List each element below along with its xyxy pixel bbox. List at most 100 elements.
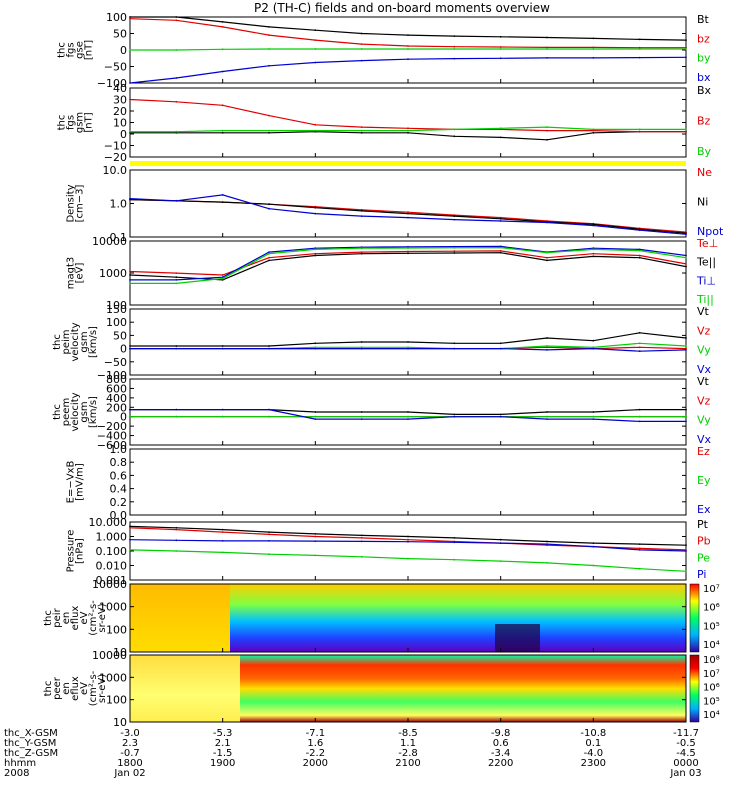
y-tick-label: 10.000 — [89, 516, 128, 529]
x-row-label: thc_Y-GSM — [4, 738, 56, 749]
y-tick-label: 10 — [113, 646, 127, 659]
data-point — [638, 567, 641, 570]
data-point — [685, 337, 687, 339]
colorbar-label: 10⁶ — [703, 603, 720, 614]
data-point — [268, 540, 270, 542]
data-point — [499, 35, 502, 38]
series-group-peem-velocity — [129, 408, 687, 423]
data-point — [453, 57, 456, 60]
y-tick-label: 0 — [120, 128, 127, 141]
data-point — [592, 411, 595, 413]
data-point — [175, 282, 178, 285]
colorbar — [689, 583, 700, 653]
data-point — [407, 341, 409, 343]
data-point — [175, 272, 178, 274]
y-tick-label: 0.001 — [96, 574, 128, 587]
data-point — [638, 48, 641, 50]
x-tick-value: -9.8 — [491, 728, 511, 739]
y-tick-label: −10 — [104, 140, 127, 153]
data-point — [314, 346, 317, 349]
data-point — [407, 557, 409, 560]
y-label-line: sr-eV) — [97, 674, 108, 703]
y-tick-label: 20 — [113, 105, 127, 118]
legend-entry: Ey — [697, 474, 711, 487]
data-point — [499, 46, 502, 48]
y-label-line: sr-eV) — [97, 603, 108, 632]
data-point — [685, 48, 687, 50]
series-line-peim-velocity — [130, 332, 687, 347]
y-tick-label: 1.000 — [96, 531, 128, 544]
data-point — [546, 349, 548, 351]
panel-peir-spec: 10000 1000 100 10 thcpeirenefluxeV(cm²-s-sr-… — [43, 578, 720, 659]
data-point — [360, 32, 363, 35]
y-label-line: thc — [52, 404, 63, 420]
data-point — [546, 259, 548, 262]
data-point — [314, 540, 317, 542]
x-tick-value: Jan 03 — [669, 768, 701, 779]
y-label-line: fgs — [66, 42, 77, 57]
data-point — [546, 540, 548, 543]
y-axis-label: E=−VxB[mV/m] — [66, 461, 86, 504]
x-tick-value: -10.8 — [580, 728, 606, 739]
panel-temperature: 10000 1000 100 magt3[eV] Te⊥ Te|| Ti⊥ Ti|| — [66, 235, 719, 312]
legend-entry: Ti|| — [696, 293, 714, 306]
x-tick-value: -3.4 — [491, 748, 511, 759]
data-point — [129, 526, 131, 529]
data-point — [360, 347, 363, 350]
y-tick-label: 200 — [106, 401, 127, 414]
data-point — [499, 560, 502, 562]
data-point — [268, 129, 270, 132]
legend-entry: By — [697, 145, 712, 158]
data-point — [453, 413, 456, 416]
figure-title: P2 (TH-C) fields and on-board moments ov… — [254, 1, 550, 15]
y-tick-label: −50 — [104, 61, 127, 74]
data-point — [129, 274, 131, 276]
series-group-density — [129, 194, 687, 236]
x-tick-value: 0.6 — [493, 738, 509, 749]
data-point — [407, 211, 409, 214]
data-point — [360, 251, 363, 254]
y-tick-label: 0.100 — [96, 545, 128, 558]
data-point — [453, 415, 456, 418]
y-tick-label: −20 — [104, 151, 127, 164]
y-tick-label: 0.6 — [110, 469, 128, 482]
legend-entry: Vy — [697, 344, 711, 357]
data-point — [499, 342, 502, 345]
data-point — [546, 346, 548, 349]
data-point — [129, 525, 131, 528]
y-label-line: eflux — [70, 606, 81, 631]
data-point — [546, 48, 548, 50]
colorbar-label: 10⁶ — [703, 683, 720, 694]
x-axis-labels: thc_X-GSMthc_Y-GSMthc_Z-GSMhhmm2008-3.02… — [4, 728, 702, 779]
x-tick-value: -0.7 — [120, 748, 140, 759]
data-point — [499, 217, 502, 220]
legend-entry: Pb — [697, 535, 711, 548]
y-tick-label: 0.010 — [96, 560, 128, 573]
legend-entry: Ez — [697, 445, 710, 458]
y-label-line: gsm — [79, 401, 90, 422]
data-point — [407, 252, 409, 255]
data-point — [129, 549, 131, 551]
data-point — [129, 279, 131, 281]
data-point — [453, 347, 456, 350]
data-point — [685, 128, 687, 131]
spec-fill — [230, 584, 686, 652]
data-point — [453, 558, 456, 561]
data-point — [546, 138, 548, 141]
x-tick-value: 2000 — [303, 758, 328, 769]
panels-group: 100500−50−100thcfgsgse[nT]Btbzbybx403020… — [43, 11, 724, 729]
data-point — [360, 346, 363, 349]
colorbar — [689, 654, 700, 723]
data-point — [221, 347, 224, 350]
data-point — [268, 259, 270, 262]
y-tick-label: 100 — [106, 11, 127, 24]
y-label-line: velocity — [70, 322, 81, 361]
y-tick-label: 10000 — [92, 649, 127, 662]
x-tick-value: 1.6 — [307, 738, 323, 749]
data-point — [499, 136, 502, 139]
x-row-label: 2008 — [4, 768, 29, 779]
data-point — [129, 347, 131, 350]
data-point — [360, 210, 363, 212]
y-label-line: [cm−3] — [75, 185, 86, 223]
